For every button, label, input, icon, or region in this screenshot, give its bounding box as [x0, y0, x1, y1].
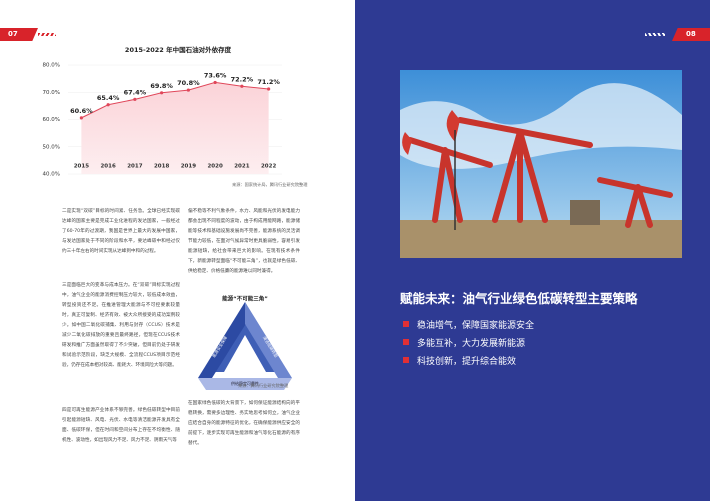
- x-tick-label: 2022: [261, 164, 276, 170]
- strategy: 多能互补，大力发展新能源: [403, 336, 525, 349]
- paragraph: 在国家绿色低碳的大背景下，如何保证能源结构向的平稳转换，需要多边理性、务实地思考…: [188, 401, 300, 446]
- paragraph: 二是实现“双碳”目标的时间紧、任务急。全球已经实现碳达峰的国家主要是完成工业化进…: [62, 209, 180, 254]
- value-label: 70.8%: [177, 79, 200, 87]
- point: [79, 116, 83, 120]
- strategy: 稳油增气，保障国家能源安全: [403, 318, 534, 331]
- paragraph: 偏不稳等不利气象条件，水力、风能和光伏的发电能力都会出现不同程度的波动，由于构成…: [188, 209, 300, 274]
- y-tick-label: 60.0%: [43, 117, 60, 123]
- line: [81, 81, 269, 119]
- value-label: 71.2%: [257, 78, 280, 86]
- page-number: 08: [672, 28, 710, 41]
- page-number: 07: [0, 28, 38, 41]
- y-tick-label: 50.0%: [43, 144, 60, 150]
- point: [240, 84, 244, 88]
- value-label: 60.6%: [70, 107, 93, 115]
- point: [213, 80, 217, 85]
- x-tick-label: 2015: [74, 164, 89, 170]
- strategy-text: 多能互补，大力发展新能源: [417, 339, 526, 349]
- value-label: 65.4%: [97, 94, 120, 102]
- point: [267, 87, 271, 91]
- value-label: 67.4%: [124, 88, 147, 96]
- x-tick-label: 2020: [207, 164, 222, 170]
- value-label: 69.8%: [150, 82, 173, 90]
- strategy-text: 科技创新，提升综合能效: [417, 357, 517, 367]
- chart-title: 2015-2022 年中国石油对外依存度: [125, 45, 232, 54]
- x-tick-label: 2016: [100, 164, 115, 170]
- heading: 赋能未来：油气行业绿色低碳转型主要策略: [400, 291, 638, 306]
- area: [81, 82, 269, 174]
- triangle-part: [245, 302, 292, 378]
- source: 来源：腾讯行业研究院整理: [238, 383, 289, 388]
- strategy-text: 稳油增气，保障国家能源安全: [417, 321, 535, 331]
- triangle-diagram: 能源“不可能三角” 能源安全保障 清洁低碳转型 供给稳定可靠性: [198, 295, 292, 390]
- source: 来源：国家统计局，腾讯行业研究院整理: [232, 182, 308, 187]
- triangle-part: [198, 378, 292, 390]
- point: [160, 91, 164, 95]
- diagram-label: 供给稳定可靠性: [231, 380, 259, 386]
- decor: [38, 33, 56, 36]
- value-label: 72.2%: [231, 75, 254, 83]
- x-tick-label: 2019: [181, 164, 196, 170]
- paragraph: 四是可再生能源产业体系不够完善。绿色低碳转型中目前引起能源短缺、风电、光伏、水电…: [62, 408, 180, 443]
- triangle-part: [198, 302, 252, 378]
- photo: [400, 70, 682, 258]
- x-tick-label: 2017: [127, 164, 142, 170]
- y-tick-label: 70.0%: [43, 90, 60, 96]
- strategy: 科技创新，提升综合能效: [403, 354, 516, 367]
- point: [106, 103, 110, 107]
- paragraph: 三是面临巨大的变革与成本压力。在“双碳”目标实现过程中，油气企业的能源消费控制压…: [62, 283, 180, 368]
- value-label: 73.6%: [204, 71, 227, 79]
- triangle-part: [210, 310, 280, 372]
- y-tick-label: 80.0%: [43, 63, 60, 69]
- x-tick-label: 2021: [234, 164, 249, 170]
- diagram-title: 能源“不可能三角”: [222, 295, 268, 303]
- x-tick-label: 2018: [154, 164, 169, 170]
- y-tick-label: 40.0%: [43, 172, 60, 178]
- decor: [645, 33, 665, 36]
- point: [186, 88, 190, 92]
- chart: 2015-2022 年中国石油对外依存度 40.0% 50.0% 60.0% 70.0…: [43, 45, 282, 178]
- point: [133, 97, 137, 101]
